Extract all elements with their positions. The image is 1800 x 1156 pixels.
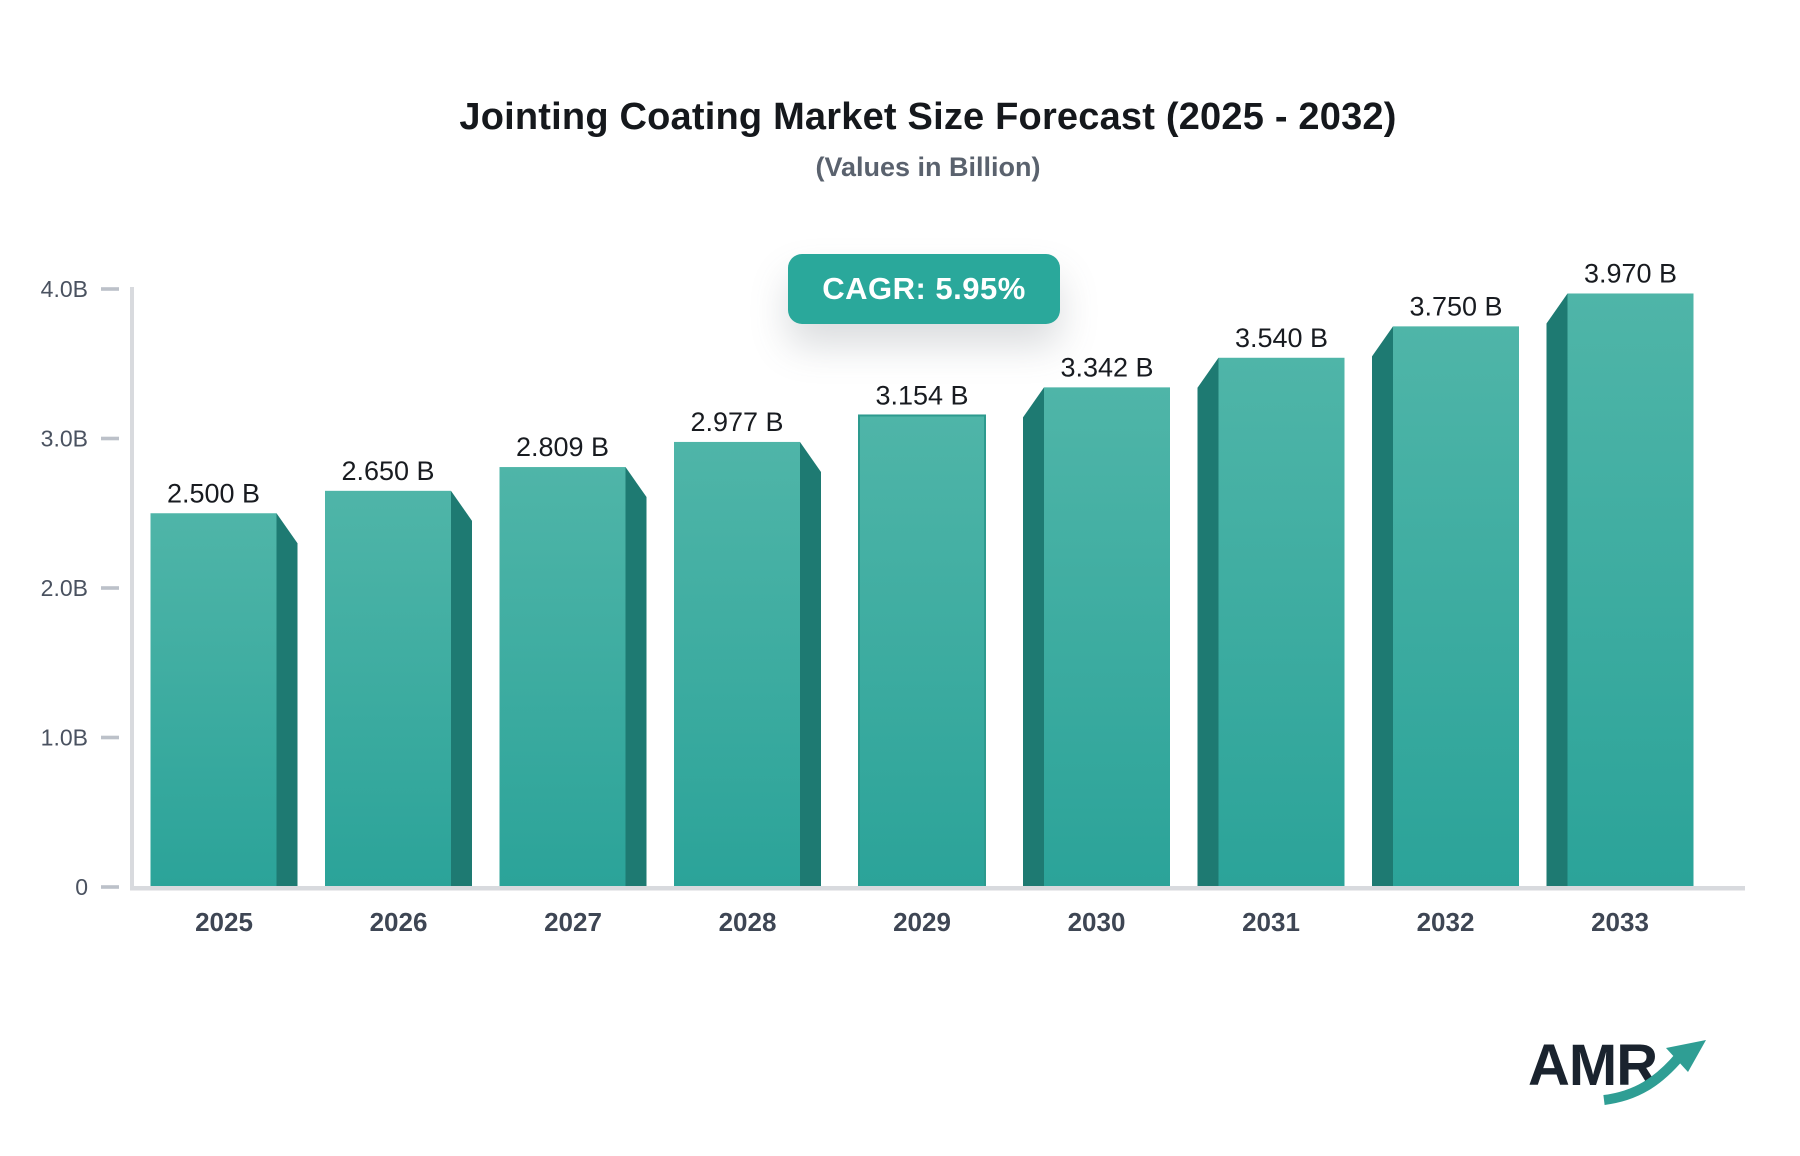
bar-value-label: 2.650 B	[341, 456, 434, 486]
cagr-badge: CAGR: 5.95%	[788, 254, 1060, 324]
y-axis-label: 0	[75, 874, 88, 900]
trend-up-arrow-tail	[1603, 1052, 1684, 1105]
x-axis-label: 2028	[719, 907, 777, 937]
bar	[499, 467, 626, 887]
bar	[858, 414, 986, 888]
x-axis-label: 2031	[1242, 907, 1300, 937]
bar	[1393, 326, 1519, 887]
bar-value-label: 2.500 B	[167, 478, 260, 508]
y-axis-label: 3.0B	[41, 426, 88, 452]
bar	[1044, 387, 1170, 887]
bar-side	[800, 441, 821, 887]
bar-value-label: 3.750 B	[1409, 291, 1502, 321]
bar-side	[1372, 326, 1393, 887]
bar-side	[1546, 293, 1568, 887]
x-axis-label: 2027	[544, 907, 602, 937]
y-tick	[101, 735, 119, 740]
bar	[150, 513, 277, 887]
y-tick	[101, 436, 119, 441]
bar-side	[276, 513, 298, 887]
y-axis-line	[130, 287, 134, 889]
x-axis-label: 2026	[370, 907, 428, 937]
y-tick	[101, 287, 119, 291]
bar-value-label: 2.977 B	[690, 407, 783, 437]
bar-value-label: 3.154 B	[875, 380, 968, 410]
bar	[325, 490, 451, 887]
amr-logo: AMR	[1528, 1034, 1708, 1110]
x-axis-label: 2032	[1417, 907, 1475, 937]
bar-side	[1023, 387, 1044, 887]
bar-side	[625, 467, 647, 887]
bar-value-label: 3.970 B	[1584, 258, 1677, 288]
y-axis-label: 4.0B	[41, 276, 88, 302]
x-axis-label: 2029	[893, 907, 951, 937]
bar	[1567, 293, 1694, 887]
y-axis-label: 1.0B	[41, 725, 88, 751]
bar	[674, 441, 800, 887]
bar-value-label: 2.809 B	[516, 432, 609, 462]
x-axis-label: 2025	[195, 907, 253, 937]
x-axis-label: 2030	[1068, 907, 1126, 937]
bar	[1218, 357, 1345, 887]
bar-side	[451, 490, 472, 887]
x-axis-line	[130, 886, 1745, 891]
x-axis-label: 2033	[1591, 907, 1649, 937]
bar-value-label: 3.540 B	[1235, 323, 1328, 353]
y-tick	[101, 885, 119, 889]
page-title: Jointing Coating Market Size Forecast (2…	[459, 96, 1397, 138]
bar-side	[1197, 357, 1219, 887]
trend-up-arrow-icon	[1603, 1040, 1706, 1105]
y-axis-label: 2.0B	[41, 575, 88, 601]
y-tick	[101, 586, 119, 590]
bar-value-label: 3.342 B	[1060, 352, 1153, 382]
trend-up-arrow-head	[1666, 1040, 1706, 1072]
page-subtitle: (Values in Billion)	[815, 152, 1041, 182]
